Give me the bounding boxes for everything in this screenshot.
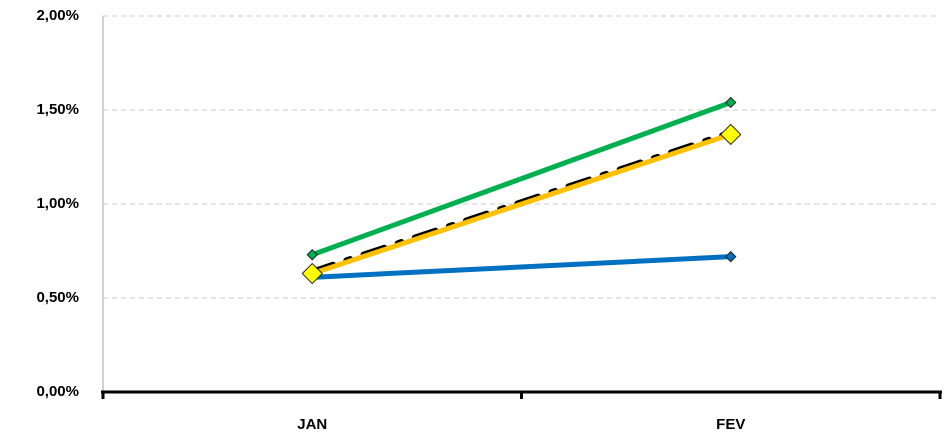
marker xyxy=(301,262,323,285)
series-line xyxy=(311,132,732,276)
y-tick-label: 0,50% xyxy=(36,289,79,306)
y-tick-label: 0,00% xyxy=(36,383,79,400)
x-tick-label: FEV xyxy=(716,416,745,433)
marker xyxy=(306,249,318,261)
marker xyxy=(720,123,742,146)
series-line xyxy=(312,254,731,280)
marker xyxy=(725,96,737,109)
y-tick-label: 1,50% xyxy=(36,101,79,118)
y-tick-label: 1,00% xyxy=(36,195,79,212)
series-line xyxy=(311,100,732,258)
marker xyxy=(725,250,737,263)
y-tick-label: 2,00% xyxy=(36,7,79,24)
x-tick-label: JAN xyxy=(297,416,327,433)
